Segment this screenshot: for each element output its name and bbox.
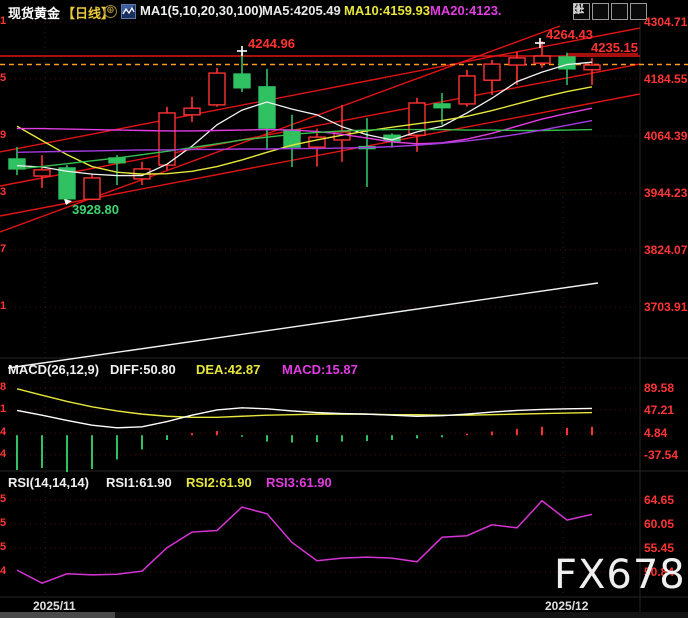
- y-axis-label: 4064.39: [644, 129, 688, 143]
- y-axis-label: 89.58: [644, 381, 675, 395]
- y-axis-label: 50.84: [644, 565, 675, 579]
- left-axis-digit: 4: [0, 565, 7, 577]
- left-axis-digit: 4: [0, 426, 7, 438]
- y-axis-label: 47.21: [644, 403, 675, 417]
- x-axis-label-nov: 2025/11: [33, 599, 76, 613]
- left-axis-digit: 5: [0, 72, 7, 84]
- y-axis-label: 3703.91: [644, 300, 688, 314]
- macd-macd-value: MACD:15.87: [282, 362, 358, 377]
- left-axis-digit: 1: [0, 403, 7, 415]
- fx678-watermark: FX678: [554, 552, 686, 598]
- left-axis-digit: 7: [0, 243, 7, 255]
- high-annotation-1: 4244.96: [248, 36, 295, 51]
- left-axis-digit: 5: [0, 493, 7, 505]
- y-axis-label: 4184.55: [644, 72, 688, 86]
- left-axis-digit: 5: [0, 517, 7, 529]
- y-axis-label: 4.84: [644, 426, 668, 440]
- x-axis-label-dec: 2025/12: [545, 599, 589, 613]
- add-compare-icon[interactable]: ⊕: [104, 5, 117, 18]
- left-axis-digit: 3: [0, 186, 7, 198]
- rsi3-value: RSI3:61.90: [266, 475, 332, 490]
- macd-dea-value: DEA:42.87: [196, 362, 261, 377]
- ma10-value: MA10:4159.93: [344, 3, 430, 18]
- ma-settings-label: MA1(5,10,20,30,100): [140, 3, 263, 18]
- period-selector[interactable]: 【日线】: [62, 6, 115, 21]
- high-annotation-2: 4264.43: [546, 27, 593, 42]
- exit-icon[interactable]: [573, 3, 647, 20]
- toolbar: [573, 3, 647, 20]
- y-axis-label: 4304.71: [644, 15, 688, 29]
- scrollbar-thumb[interactable]: [0, 612, 115, 618]
- left-axis-digit: 5: [0, 541, 7, 553]
- rsi-name: RSI(14,14,14): [8, 475, 89, 490]
- y-axis-label: -37.54: [644, 448, 679, 462]
- price-line-label: 4235.15: [591, 40, 638, 55]
- left-axis-digit: 4: [0, 448, 7, 460]
- chart-type-icon[interactable]: [121, 4, 136, 19]
- y-axis-label: 55.45: [644, 541, 675, 555]
- low-annotation: 3928.80: [72, 202, 119, 217]
- ma5-value: MA5:4205.49: [262, 3, 341, 18]
- y-axis-label: 60.05: [644, 517, 675, 531]
- macd-name: MACD(26,12,9): [8, 362, 100, 377]
- scrollbar-track[interactable]: [0, 612, 688, 618]
- rsi2-value: RSI2:61.90: [186, 475, 252, 490]
- macd-diff-value: DIFF:50.80: [110, 362, 176, 377]
- left-axis-digit: 8: [0, 381, 7, 393]
- left-axis-digit: 9: [0, 129, 7, 141]
- left-axis-digit: 1: [0, 300, 7, 312]
- symbol-title: 现货黄金: [8, 6, 61, 21]
- left-axis-digit: 1: [0, 15, 7, 27]
- ma20-value: MA20:4123.: [430, 3, 502, 18]
- y-axis-label: 3944.23: [644, 186, 688, 200]
- y-axis-label: 3824.07: [644, 243, 688, 257]
- rsi1-value: RSI1:61.90: [106, 475, 172, 490]
- y-axis-label: 64.65: [644, 493, 675, 507]
